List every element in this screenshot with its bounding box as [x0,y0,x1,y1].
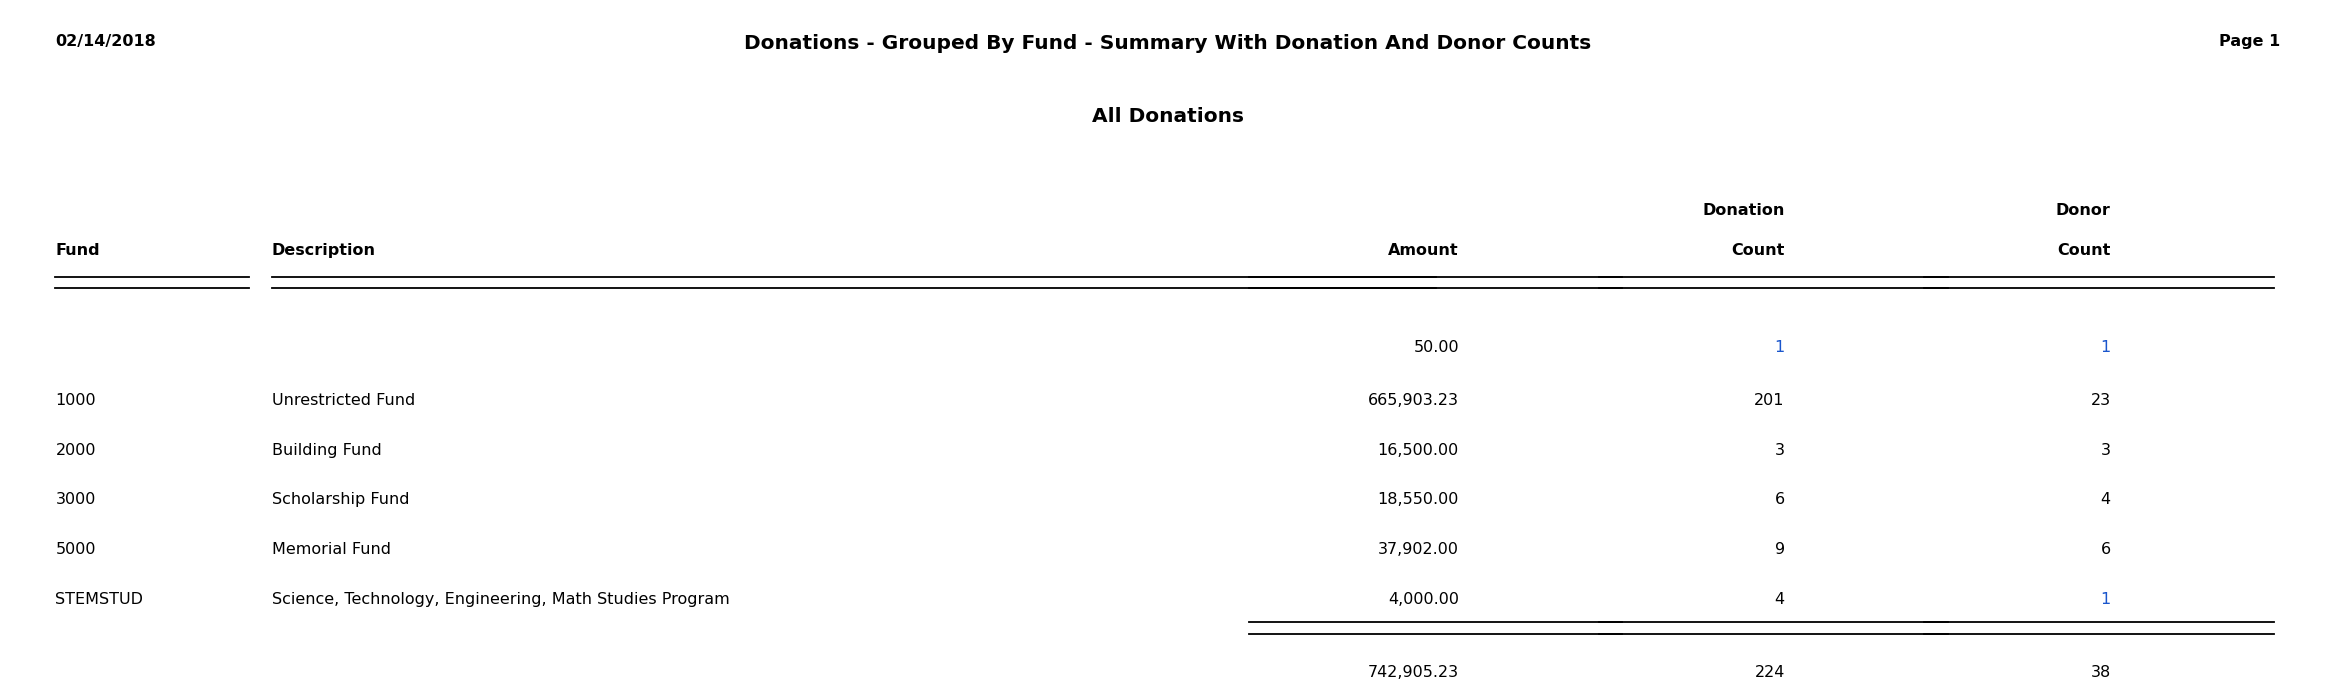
Text: 6: 6 [2100,543,2112,558]
Text: 742,905.23: 742,905.23 [1369,665,1460,680]
Text: Count: Count [2058,243,2112,258]
Text: 1000: 1000 [56,393,96,408]
Text: Memorial Fund: Memorial Fund [271,543,390,558]
Text: 665,903.23: 665,903.23 [1369,393,1460,408]
Text: Donations - Grouped By Fund - Summary With Donation And Donor Counts: Donations - Grouped By Fund - Summary Wi… [745,34,1591,53]
Text: 38: 38 [2091,665,2112,680]
Text: 50.00: 50.00 [1413,340,1460,355]
Text: 37,902.00: 37,902.00 [1378,543,1460,558]
Text: Page 1: Page 1 [2219,34,2280,49]
Text: Description: Description [271,243,376,258]
Text: 16,500.00: 16,500.00 [1378,443,1460,458]
Text: 02/14/2018: 02/14/2018 [56,34,157,49]
Text: All Donations: All Donations [1091,107,1245,126]
Text: 1: 1 [2100,592,2112,607]
Text: STEMSTUD: STEMSTUD [56,592,142,607]
Text: 18,550.00: 18,550.00 [1378,493,1460,508]
Text: 2000: 2000 [56,443,96,458]
Text: 6: 6 [1775,493,1785,508]
Text: 4,000.00: 4,000.00 [1388,592,1460,607]
Text: Fund: Fund [56,243,100,258]
Text: Science, Technology, Engineering, Math Studies Program: Science, Technology, Engineering, Math S… [271,592,729,607]
Text: 23: 23 [2091,393,2112,408]
Text: Unrestricted Fund: Unrestricted Fund [271,393,416,408]
Text: Donation: Donation [1703,203,1785,219]
Text: Count: Count [1731,243,1785,258]
Text: 9: 9 [1775,543,1785,558]
Text: 3000: 3000 [56,493,96,508]
Text: Amount: Amount [1388,243,1460,258]
Text: Scholarship Fund: Scholarship Fund [271,493,409,508]
Text: 3: 3 [2100,443,2112,458]
Text: 1: 1 [2100,340,2112,355]
Text: Building Fund: Building Fund [271,443,381,458]
Text: 4: 4 [2100,493,2112,508]
Text: 201: 201 [1754,393,1785,408]
Text: 224: 224 [1754,665,1785,680]
Text: 5000: 5000 [56,543,96,558]
Text: 3: 3 [1775,443,1785,458]
Text: Donor: Donor [2056,203,2112,219]
Text: 1: 1 [1775,340,1785,355]
Text: 4: 4 [1775,592,1785,607]
